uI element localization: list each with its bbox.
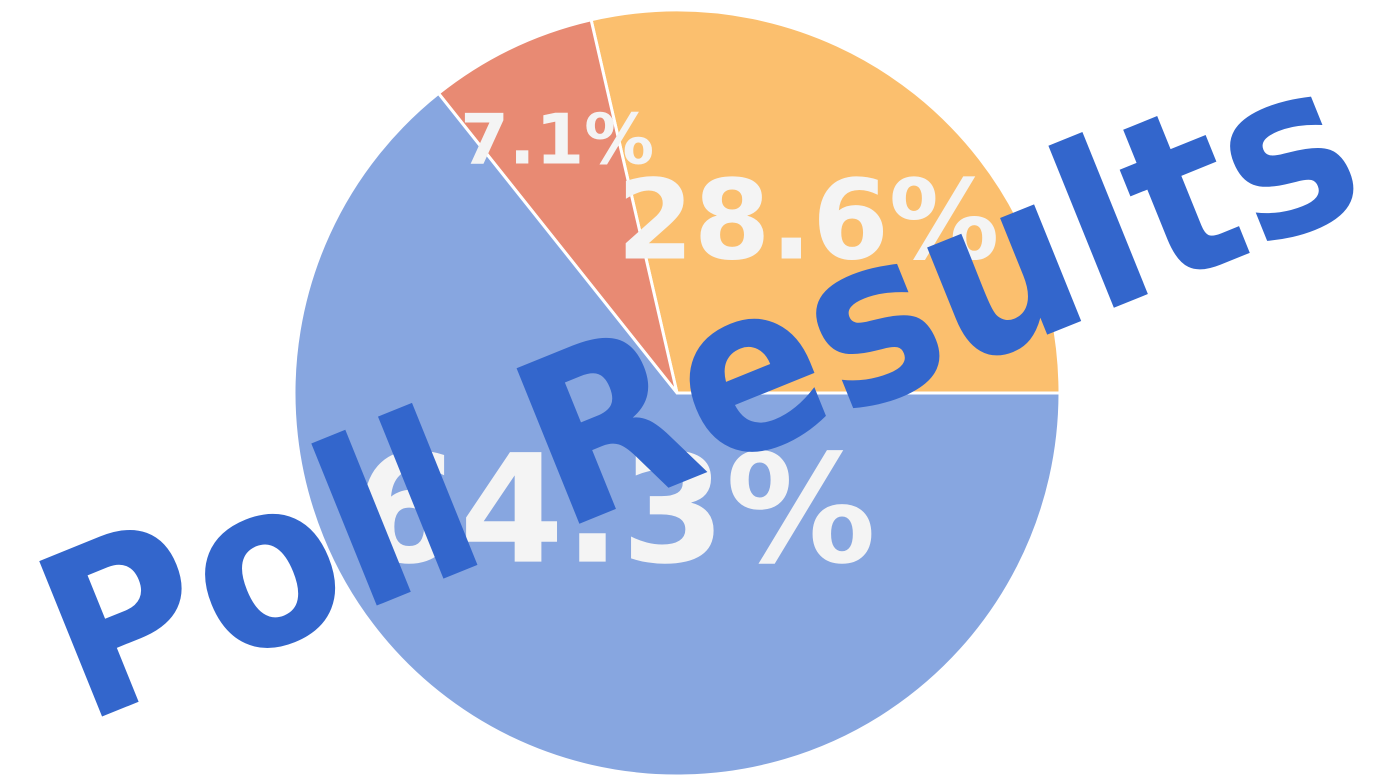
pie-slice <box>292 91 1062 778</box>
data-label: 64.3% <box>355 424 876 598</box>
data-label: 28.6% <box>617 156 999 284</box>
data-label: 7.1% <box>460 100 654 181</box>
data-labels: 28.6%7.1% 64.3% <box>355 100 1000 598</box>
pie-slice <box>589 8 1062 395</box>
pie-slice <box>436 17 679 394</box>
pie <box>292 8 1062 778</box>
